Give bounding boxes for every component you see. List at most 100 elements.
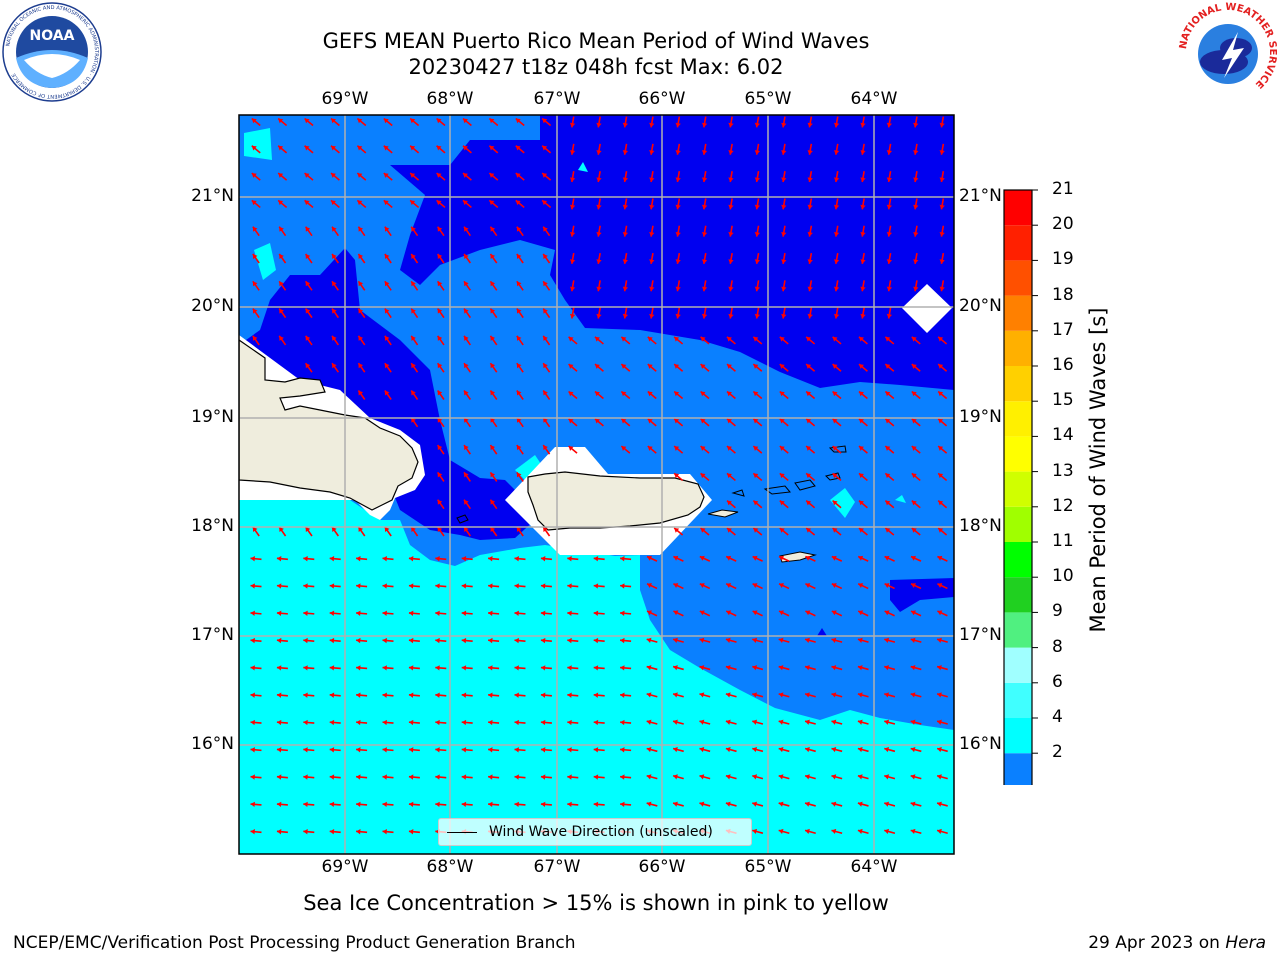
wind-wave-arrow: [620, 390, 631, 400]
wind-wave-arrow: [804, 637, 816, 643]
wind-wave-arrow: [858, 418, 868, 427]
wind-wave-arrow: [515, 172, 525, 181]
wind-wave-arrow: [382, 774, 394, 780]
colorbar-segment: [1004, 718, 1032, 754]
wind-wave-arrow: [567, 801, 579, 808]
wind-wave-arrow: [304, 145, 314, 154]
wind-wave-arrow: [436, 390, 445, 400]
colorbar-tick-label: 18: [1052, 284, 1074, 305]
wind-wave-arrow: [276, 829, 288, 835]
wind-wave-arrow: [675, 198, 681, 210]
map-frame: [238, 114, 955, 855]
wind-wave-arrow: [436, 499, 445, 510]
wind-wave-arrow: [250, 637, 262, 644]
wind-wave-arrow: [410, 335, 419, 346]
wind-wave-arrow: [329, 692, 341, 698]
wind-wave-arrow: [462, 199, 472, 209]
wind-wave-arrow: [858, 500, 868, 509]
wind-wave-arrow: [726, 418, 736, 427]
wind-wave-arrow: [725, 610, 737, 617]
wind-wave-arrow: [725, 719, 737, 725]
wind-wave-arrow: [725, 746, 737, 753]
wind-wave-arrow: [250, 692, 262, 698]
wind-wave-arrow: [251, 145, 261, 154]
wind-wave-arrow: [567, 774, 579, 780]
wind-wave-arrow: [331, 308, 340, 319]
wind-wave-arrow: [383, 199, 393, 209]
wind-wave-arrow: [435, 692, 447, 698]
wind-wave-arrow: [700, 336, 710, 345]
wind-wave-arrow: [884, 774, 896, 780]
wind-wave-arrow: [726, 363, 736, 372]
wind-wave-arrow: [461, 665, 473, 671]
wind-wave-arrow: [726, 500, 736, 509]
wind-wave-arrow: [251, 172, 261, 181]
wind-wave-arrow: [832, 418, 842, 427]
wind-wave-arrow: [329, 829, 341, 835]
wind-wave-arrow: [936, 637, 948, 643]
ocean-under-2s-north: [390, 115, 954, 390]
wind-wave-arrow: [593, 637, 605, 644]
wind-wave-arrow: [593, 583, 605, 589]
wind-wave-arrow: [857, 637, 869, 643]
wind-wave-arrow: [833, 252, 840, 265]
wind-wave-arrow: [754, 225, 761, 237]
wind-wave-arrow: [384, 280, 392, 291]
wind-wave-arrow: [436, 253, 445, 264]
wind-wave-arrow: [752, 472, 763, 482]
wind-wave-arrow: [832, 445, 842, 454]
wind-wave-arrow: [886, 116, 893, 128]
wind-wave-arrow: [804, 746, 816, 753]
wind-wave-arrow: [781, 307, 787, 319]
wind-wave-arrow: [831, 746, 843, 753]
wind-wave-arrow: [936, 801, 948, 807]
wind-wave-arrow: [936, 665, 948, 671]
wind-wave-arrow: [647, 418, 657, 427]
wind-wave-arrow: [779, 445, 789, 454]
wind-wave-arrow: [540, 637, 552, 644]
wind-wave-arrow: [701, 252, 708, 265]
wind-wave-arrow: [514, 692, 526, 698]
wind-wave-arrow: [277, 145, 288, 154]
ocean-4-6s-patch-nw: [244, 128, 272, 160]
wind-wave-arrow: [754, 116, 761, 128]
wind-wave-arrow: [700, 363, 710, 372]
wind-wave-arrow: [461, 556, 473, 562]
lat-label-left: 18°N: [191, 516, 234, 536]
wind-wave-arrow: [675, 280, 681, 292]
wind-wave-arrow: [410, 417, 419, 428]
wind-wave-arrow: [514, 665, 526, 671]
wind-wave-arrow: [384, 362, 392, 373]
lat-label-right: 16°N: [959, 734, 1002, 754]
wind-wave-arrow: [860, 198, 866, 210]
wind-wave-arrow: [832, 500, 842, 509]
wind-wave-arrow: [725, 665, 737, 671]
wind-wave-arrow: [596, 280, 602, 292]
wind-wave-arrow: [382, 829, 394, 835]
wind-wave-arrow: [410, 253, 419, 264]
wind-wave-arrow: [542, 526, 551, 537]
wind-wave-arrow: [937, 390, 948, 400]
wind-wave-arrow: [620, 445, 631, 454]
colorbar-tick-label: 19: [1052, 249, 1074, 270]
wind-wave-arrow: [622, 280, 629, 292]
wind-wave-arrow: [884, 692, 896, 698]
wind-wave-arrow: [384, 390, 392, 400]
lon-label-top: 68°W: [426, 89, 474, 109]
wind-wave-arrow: [436, 362, 445, 373]
legend-line: [447, 832, 477, 833]
wind-wave-arrow: [752, 500, 763, 509]
wind-wave-arrow: [937, 472, 948, 482]
wind-wave-arrow: [939, 280, 945, 292]
wind-wave-arrow: [488, 637, 500, 644]
wind-wave-arrow: [886, 171, 893, 183]
wind-wave-arrow: [516, 526, 524, 537]
wind-wave-arrow: [833, 198, 840, 210]
wind-wave-arrow: [910, 637, 922, 643]
wind-wave-arrow: [804, 828, 816, 835]
wind-wave-arrow: [304, 199, 314, 209]
wind-wave-arrow: [675, 252, 681, 265]
colorbar-label: Mean Period of Wind Waves [s]: [1086, 307, 1110, 633]
wind-wave-arrow: [383, 145, 393, 154]
wind-wave-arrow: [807, 198, 813, 210]
